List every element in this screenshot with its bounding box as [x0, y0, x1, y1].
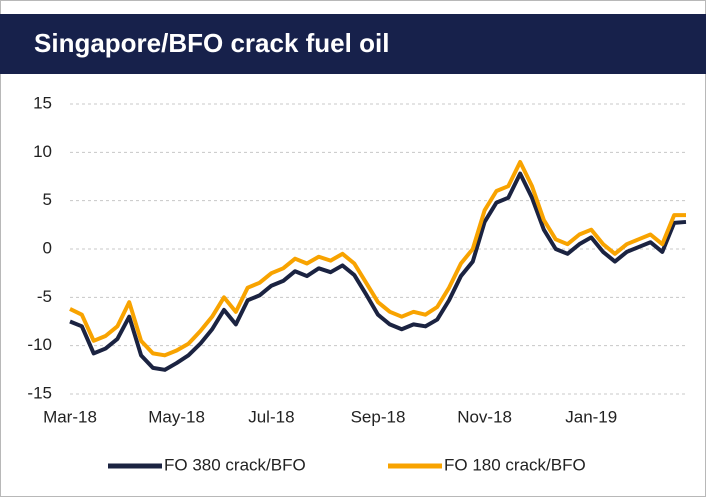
y-tick-label: 0	[43, 238, 52, 257]
y-tick-label: 15	[33, 93, 52, 112]
x-tick-label: Mar-18	[43, 407, 97, 426]
legend-label: FO 380 crack/BFO	[164, 455, 306, 474]
line-series	[69, 171, 687, 372]
y-tick-label: -5	[37, 287, 52, 306]
chart-title: Singapore/BFO crack fuel oil	[34, 28, 389, 58]
x-tick-label: Sep-18	[351, 407, 406, 426]
legend-label: FO 180 crack/BFO	[444, 455, 586, 474]
y-tick-label: -15	[27, 383, 52, 402]
x-tick-label: Jan-19	[565, 407, 617, 426]
y-tick-label: 10	[33, 142, 52, 161]
x-tick-label: May-18	[148, 407, 205, 426]
header	[0, 14, 706, 74]
x-tick-label: Nov-18	[457, 407, 512, 426]
x-tick-label: Jul-18	[248, 407, 294, 426]
line-series	[69, 160, 686, 358]
y-tick-label: -10	[27, 335, 52, 354]
y-tick-label: 5	[43, 190, 52, 209]
